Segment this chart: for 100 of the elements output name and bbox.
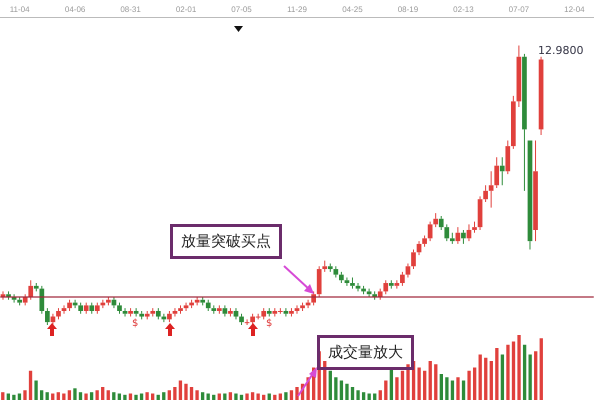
x-tick-label: 08-31 bbox=[120, 5, 142, 14]
bar bbox=[212, 394, 216, 400]
bar bbox=[517, 335, 521, 400]
bar bbox=[262, 394, 266, 400]
bar bbox=[6, 394, 10, 400]
bar bbox=[334, 377, 338, 400]
bar bbox=[423, 370, 426, 400]
candlestick bbox=[306, 299, 310, 309]
bar bbox=[78, 392, 82, 400]
candlestick bbox=[466, 224, 472, 242]
candlestick bbox=[383, 280, 388, 295]
bar bbox=[62, 394, 66, 400]
bar bbox=[128, 394, 132, 400]
x-tick-label: 11-04 bbox=[10, 5, 30, 14]
candlestick bbox=[538, 56, 544, 136]
candlestick bbox=[89, 302, 94, 314]
candlestick bbox=[167, 310, 172, 323]
candlestick bbox=[388, 280, 394, 290]
candlestick bbox=[444, 224, 450, 242]
candlestick bbox=[300, 302, 305, 312]
candlestick bbox=[211, 304, 216, 314]
bar bbox=[484, 358, 488, 400]
bar bbox=[478, 354, 482, 400]
bar bbox=[123, 394, 127, 400]
bar bbox=[506, 344, 510, 400]
bar bbox=[90, 392, 94, 400]
bar bbox=[490, 361, 493, 400]
candlestick bbox=[438, 215, 444, 230]
bar bbox=[440, 374, 443, 400]
bar bbox=[40, 390, 44, 400]
candlestick bbox=[500, 156, 505, 186]
candlestick bbox=[394, 280, 400, 290]
x-tick-label: 04-06 bbox=[64, 5, 86, 14]
candlestick bbox=[266, 308, 272, 318]
bar bbox=[145, 392, 149, 400]
candlestick bbox=[350, 276, 355, 290]
bar bbox=[162, 392, 166, 400]
annotation: 12.9800 bbox=[538, 44, 584, 57]
candlestick bbox=[100, 299, 106, 309]
bar bbox=[56, 392, 60, 400]
bar bbox=[350, 387, 354, 400]
bar bbox=[472, 368, 476, 400]
bar bbox=[200, 392, 204, 400]
bar bbox=[434, 364, 438, 400]
candlestick bbox=[528, 140, 532, 250]
candlestick bbox=[39, 285, 44, 314]
candlestick bbox=[94, 302, 100, 314]
candlestick bbox=[172, 308, 178, 318]
bar bbox=[118, 394, 122, 400]
candlestick bbox=[316, 266, 322, 298]
bar bbox=[12, 394, 16, 400]
candlestick bbox=[216, 304, 222, 314]
candlestick bbox=[239, 313, 244, 326]
bar bbox=[46, 392, 49, 400]
bar bbox=[450, 380, 454, 400]
bar bbox=[218, 394, 221, 400]
bar bbox=[106, 390, 110, 400]
candlestick bbox=[289, 308, 294, 318]
candlestick bbox=[505, 140, 510, 175]
bar bbox=[368, 394, 371, 400]
candlestick bbox=[361, 285, 366, 295]
candlestick bbox=[428, 221, 432, 242]
bar bbox=[151, 394, 154, 400]
candlestick bbox=[222, 304, 228, 318]
candlestick bbox=[516, 45, 522, 108]
bar bbox=[250, 392, 254, 400]
bar bbox=[273, 394, 276, 400]
candlestick bbox=[150, 308, 156, 318]
candlestick bbox=[344, 276, 350, 286]
candlestick bbox=[333, 266, 338, 278]
annotation: $ bbox=[132, 318, 138, 329]
candlestick bbox=[234, 308, 238, 320]
candlestick bbox=[478, 196, 482, 230]
candlestick bbox=[294, 304, 300, 314]
bar bbox=[268, 394, 271, 400]
candlestick bbox=[510, 95, 516, 150]
bar bbox=[340, 380, 344, 400]
bar bbox=[68, 390, 72, 400]
bar bbox=[228, 392, 232, 400]
bar bbox=[245, 394, 249, 400]
bar bbox=[323, 361, 326, 400]
candlestick bbox=[189, 299, 194, 309]
candlestick bbox=[494, 156, 500, 189]
bar bbox=[462, 380, 466, 400]
bar bbox=[534, 351, 538, 400]
bar bbox=[373, 394, 376, 400]
candlestick bbox=[433, 212, 438, 228]
annotation: 放量突破买点 bbox=[170, 224, 282, 259]
candlestick bbox=[134, 308, 138, 318]
bar bbox=[384, 380, 388, 400]
bar bbox=[112, 392, 116, 400]
candlestick bbox=[356, 282, 360, 292]
candlestick bbox=[488, 170, 494, 208]
bar bbox=[95, 390, 99, 400]
bar bbox=[495, 348, 499, 400]
x-tick-label: 02-01 bbox=[176, 5, 197, 14]
candlestick bbox=[56, 308, 61, 320]
candlestick bbox=[406, 262, 410, 278]
bar bbox=[417, 368, 421, 400]
bar bbox=[190, 387, 194, 400]
